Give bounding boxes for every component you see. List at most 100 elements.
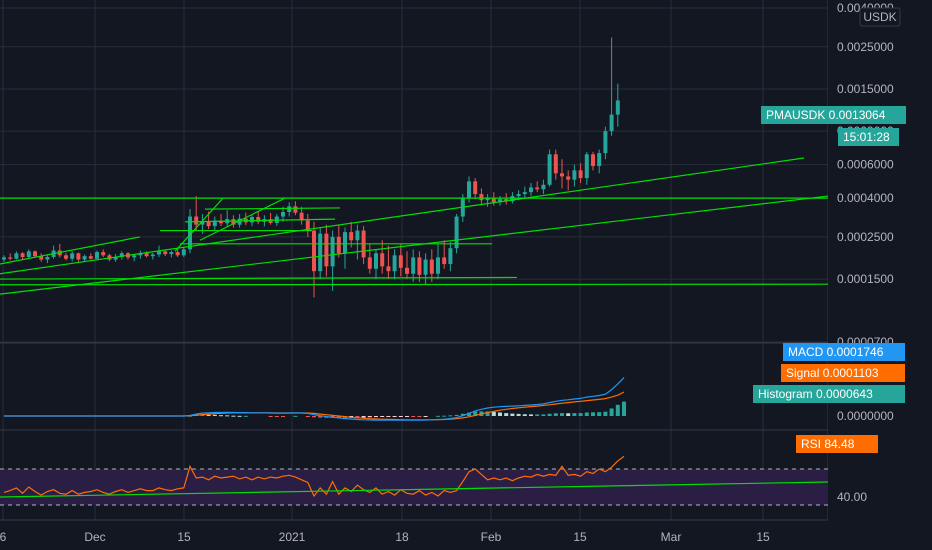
candle-body[interactable] [454, 216, 459, 249]
price-pane[interactable] [0, 37, 829, 298]
candle-body[interactable] [20, 253, 25, 257]
candle-body[interactable] [355, 230, 360, 241]
macd-line[interactable] [4, 377, 625, 421]
candle-body[interactable] [76, 253, 81, 260]
candle-body[interactable] [597, 153, 602, 167]
trend-line[interactable] [0, 276, 518, 280]
candle-body[interactable] [88, 256, 93, 259]
candle-body[interactable] [436, 257, 440, 274]
candle-body[interactable] [380, 253, 385, 267]
candle-body[interactable] [423, 259, 428, 275]
candle-body[interactable] [405, 267, 409, 274]
candle-body[interactable] [194, 216, 199, 225]
candle-body[interactable] [516, 194, 521, 197]
candle-body[interactable] [8, 257, 13, 259]
rsi-pane[interactable] [0, 455, 829, 506]
candle-body[interactable] [181, 249, 186, 256]
rsi-line[interactable] [3, 455, 625, 498]
candle-body[interactable] [101, 252, 106, 256]
candle-body[interactable] [113, 256, 118, 260]
candle-body[interactable] [547, 154, 552, 185]
trend-line[interactable] [0, 236, 141, 265]
candle-body[interactable] [200, 221, 205, 225]
candle-body[interactable] [615, 100, 620, 115]
candle-body[interactable] [293, 206, 298, 213]
candle-body[interactable] [553, 154, 558, 174]
candle-body[interactable] [541, 184, 546, 190]
candle-body[interactable] [64, 255, 68, 259]
candle-body[interactable] [324, 233, 329, 267]
candle-body[interactable] [70, 253, 75, 259]
candle-body[interactable] [448, 248, 453, 265]
candle-body[interactable] [39, 256, 44, 260]
candle-body[interactable] [336, 236, 341, 254]
candle-body[interactable] [150, 254, 155, 257]
candle-body[interactable] [26, 251, 31, 257]
candle-body[interactable] [33, 251, 37, 257]
candle-body[interactable] [535, 187, 540, 190]
candle-body[interactable] [305, 220, 310, 231]
trend-line[interactable] [174, 197, 224, 252]
trend-line[interactable] [199, 197, 286, 241]
trend-line[interactable] [0, 283, 829, 286]
candle-body[interactable] [374, 253, 378, 269]
candle-body[interactable] [312, 230, 316, 272]
trend-line[interactable] [184, 218, 336, 223]
candle-body[interactable] [45, 256, 50, 260]
candle-body[interactable] [442, 257, 447, 265]
candle-body[interactable] [119, 253, 124, 257]
trend-line[interactable] [0, 195, 829, 295]
candle-body[interactable] [343, 232, 347, 254]
candle-body[interactable] [504, 199, 509, 202]
candle-body[interactable] [188, 216, 192, 250]
candle-body[interactable] [485, 198, 490, 201]
candle-body[interactable] [522, 192, 527, 195]
candle-body[interactable] [566, 176, 571, 180]
candle-body[interactable] [498, 199, 502, 203]
candle-body[interactable] [95, 252, 99, 259]
candle-body[interactable] [491, 198, 496, 203]
candle-body[interactable] [250, 217, 254, 223]
candle-body[interactable] [417, 257, 422, 275]
candle-body[interactable] [398, 255, 403, 268]
candle-body[interactable] [219, 220, 223, 224]
candle-body[interactable] [169, 252, 174, 255]
candle-body[interactable] [268, 219, 273, 223]
candle-body[interactable] [2, 257, 6, 260]
candle-body[interactable] [584, 154, 589, 179]
rsi-trend-line[interactable] [0, 481, 829, 498]
candle-body[interactable] [591, 154, 595, 167]
candle-body[interactable] [578, 170, 583, 179]
candle-body[interactable] [609, 114, 614, 132]
candle-body[interactable] [330, 236, 335, 267]
price-axis[interactable]: 0.00400000.00250000.00150000.00090000.00… [828, 0, 932, 550]
candle-body[interactable] [144, 252, 149, 257]
candle-body[interactable] [467, 181, 471, 199]
candle-body[interactable] [175, 252, 180, 256]
candle-body[interactable] [132, 255, 137, 258]
candle-body[interactable] [529, 187, 533, 193]
time-axis[interactable]: 6 Dec 15 2021 18 Feb 15 Mar 15 [0, 530, 770, 544]
candle-body[interactable] [206, 221, 211, 227]
candle-body[interactable] [157, 251, 161, 255]
candle-body[interactable] [560, 173, 564, 177]
candle-body[interactable] [603, 131, 608, 154]
macd-pane[interactable] [4, 377, 626, 421]
candle-body[interactable] [349, 232, 354, 241]
candle-body[interactable] [429, 259, 434, 274]
candle-body[interactable] [14, 253, 19, 259]
candle-body[interactable] [386, 266, 391, 272]
candle-body[interactable] [212, 220, 217, 227]
candle-body[interactable] [82, 256, 87, 260]
candle-body[interactable] [256, 217, 261, 222]
candle-body[interactable] [287, 206, 292, 213]
candle-body[interactable] [392, 255, 397, 272]
trend-line[interactable] [204, 207, 341, 210]
candle-body[interactable] [473, 181, 478, 195]
trend-line[interactable] [0, 157, 805, 275]
candle-body[interactable] [281, 212, 285, 217]
candle-body[interactable] [572, 170, 577, 180]
candle-body[interactable] [411, 257, 416, 274]
candle-body[interactable] [231, 219, 236, 225]
